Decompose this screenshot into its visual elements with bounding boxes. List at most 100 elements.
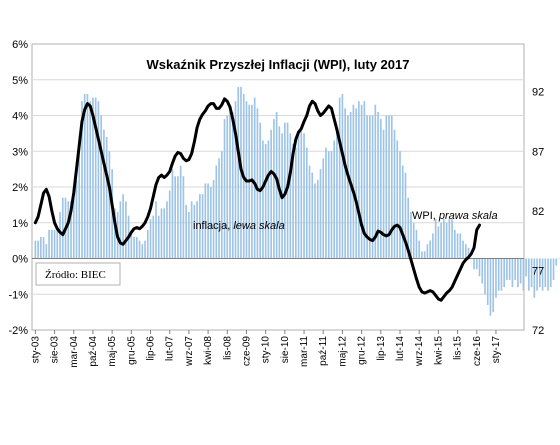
inflation-bar: [525, 258, 527, 277]
inflation-bar: [56, 226, 59, 259]
x-tick-label: lip-13: [376, 336, 387, 361]
inflation-bar: [275, 111, 278, 259]
inflation-bar: [440, 222, 442, 259]
inflation-bar: [464, 244, 467, 259]
inflation-bar: [371, 115, 374, 259]
inflation-bar: [544, 258, 547, 288]
inflation-bar: [432, 233, 434, 259]
inflation-bar: [119, 201, 122, 259]
x-tick-label: lip-06: [146, 336, 157, 361]
inflation-bar: [190, 201, 193, 259]
inflation-bar: [157, 215, 160, 259]
inflation-bar: [459, 233, 462, 259]
right-tick-label: 87: [532, 146, 544, 158]
inflation-bar: [429, 240, 431, 259]
inflation-bar: [256, 108, 259, 259]
inflation-bar: [341, 94, 344, 259]
inflation-bar: [325, 147, 327, 259]
inflation-bar: [303, 133, 305, 259]
wpi-label: WPI, prawa skala: [412, 210, 498, 222]
inflation-bar: [185, 204, 187, 259]
inflation-bar: [539, 258, 541, 288]
inflation-bar: [89, 101, 92, 259]
inflation-bar: [385, 115, 388, 259]
inflation-bar: [40, 237, 42, 259]
inflation-bar: [305, 147, 308, 259]
inflation-bar: [215, 165, 218, 259]
x-tick-label: wrz-14: [414, 336, 425, 367]
inflation-bar: [135, 237, 138, 259]
x-tick-label: cze-09: [241, 336, 252, 366]
right-tick-label: 92: [532, 87, 544, 99]
inflation-bar: [210, 187, 212, 259]
x-tick-label: lis-08: [222, 336, 233, 360]
inflation-bar: [81, 101, 83, 259]
x-tick-label: maj-05: [107, 336, 118, 367]
left-tick-label: 2%: [12, 182, 28, 194]
inflation-bar: [253, 97, 256, 259]
inflation-bar: [418, 240, 421, 259]
inflation-label-italic: lewa skala: [233, 220, 284, 232]
wpi-label-plain: WPI,: [412, 210, 439, 222]
inflation-bar: [445, 222, 448, 259]
left-tick-label: 3%: [12, 146, 28, 158]
inflation-bar: [547, 258, 549, 291]
left-tick-label: 6%: [12, 39, 28, 51]
inflation-bar: [48, 229, 50, 259]
x-axis-ticks: sty-03 sie-03 mar-04 paź-04 maj-05 gru-05 lip-…: [30, 330, 502, 368]
inflation-bar: [327, 151, 330, 259]
inflation-bar: [369, 115, 371, 259]
inflation-bar: [412, 222, 415, 259]
inflation-bar: [218, 158, 220, 259]
inflation-bar: [399, 151, 401, 259]
inflation-bar: [105, 136, 108, 259]
inflation-bar: [434, 219, 437, 259]
inflation-bar: [407, 197, 410, 259]
inflation-bar: [355, 108, 357, 259]
right-tick-label: 82: [532, 206, 544, 218]
inflation-bar: [514, 258, 516, 280]
inflation-bar: [456, 233, 459, 259]
inflation-bar: [478, 258, 481, 277]
inflation-bar: [530, 258, 533, 288]
inflation-bar: [300, 129, 303, 259]
x-tick-label: cze-16: [472, 336, 483, 366]
inflation-bar: [103, 129, 105, 259]
inflation-bar: [201, 194, 204, 259]
inflation-bar: [152, 215, 155, 259]
inflation-bar: [308, 165, 311, 259]
inflation-bar: [541, 258, 544, 291]
x-tick-label: wrz-07: [184, 336, 195, 367]
inflation-bar: [330, 151, 333, 259]
inflation-bar: [130, 233, 133, 259]
inflation-bar: [388, 115, 390, 259]
inflation-bar: [352, 104, 355, 259]
inflation-bar: [42, 237, 45, 259]
inflation-bar: [207, 183, 209, 259]
inflation-bar: [533, 258, 536, 298]
wpi-line: [33, 97, 482, 302]
inflation-bar: [125, 201, 127, 259]
inflation-bar: [333, 140, 336, 259]
inflation-bar: [404, 172, 407, 259]
inflation-label: inflacja, lewa skala: [193, 220, 285, 232]
inflation-bar: [67, 201, 70, 259]
inflation-bar: [292, 144, 294, 259]
inflation-bar: [70, 201, 72, 259]
inflation-bar: [220, 151, 223, 259]
inflation-bar: [517, 258, 519, 288]
x-tick-label: maj-12: [337, 336, 348, 367]
inflation-bar: [451, 219, 453, 259]
inflation-bar: [503, 258, 505, 288]
inflation-bar: [149, 219, 152, 259]
x-tick-label: lis-15: [453, 336, 464, 360]
inflation-bar: [289, 133, 292, 259]
inflation-bar: [34, 240, 37, 259]
inflation-bar: [86, 94, 89, 259]
inflation-bar: [390, 115, 393, 259]
x-tick-label: mar-11: [299, 336, 310, 367]
inflation-bar: [363, 101, 366, 259]
inflation-bar: [311, 172, 314, 259]
inflation-bar: [549, 258, 552, 288]
